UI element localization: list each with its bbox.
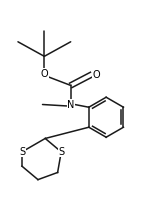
Text: S: S	[19, 147, 25, 157]
Text: O: O	[41, 69, 48, 79]
Text: N: N	[67, 99, 74, 110]
Text: S: S	[58, 147, 64, 157]
Text: O: O	[92, 70, 100, 79]
